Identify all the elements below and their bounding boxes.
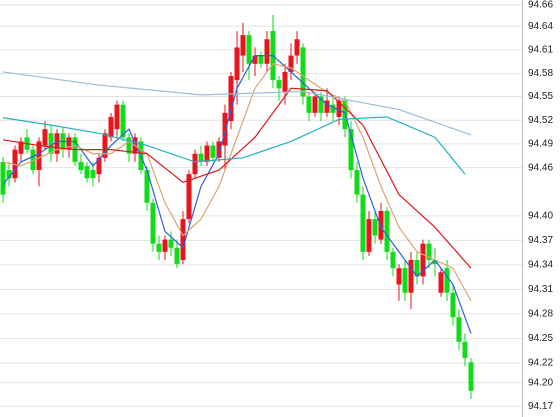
candle-body <box>162 239 168 252</box>
y-tick-label: 94.25 <box>528 333 553 344</box>
candle-body <box>156 243 162 252</box>
candle-body <box>378 210 384 240</box>
candle-body <box>6 170 12 179</box>
candle-body <box>432 260 438 265</box>
candle-body <box>204 145 210 162</box>
candle-body <box>108 116 114 138</box>
candle-body <box>240 35 246 56</box>
candle-body <box>438 272 444 293</box>
y-tick-label: 94.28 <box>528 309 553 320</box>
candle-body <box>420 243 426 277</box>
candle-body <box>402 268 408 293</box>
candle-body <box>36 141 42 171</box>
candle-body <box>198 153 204 162</box>
candle-body <box>66 137 72 150</box>
candle-body <box>90 170 96 179</box>
moving-average-line <box>2 116 466 175</box>
candle-body <box>246 35 252 64</box>
candle-body <box>414 260 420 277</box>
candle-body <box>174 247 180 265</box>
candle-body <box>54 133 60 154</box>
candle-body <box>84 165 90 179</box>
candle-body <box>30 149 36 171</box>
candle-body <box>372 219 378 236</box>
candle-body <box>426 243 432 261</box>
candle-body <box>258 55 264 64</box>
candle-body <box>96 157 102 175</box>
candle-body <box>234 47 240 81</box>
candle-body <box>276 80 282 89</box>
y-tick-label: 94.31 <box>528 284 553 295</box>
candle-body <box>252 55 258 64</box>
candle-body <box>450 292 456 318</box>
y-tick-label: 94.46 <box>528 162 553 173</box>
candle-body <box>168 239 174 248</box>
candle-body <box>102 133 108 158</box>
candle-body <box>444 268 450 293</box>
candle-body <box>114 104 120 130</box>
candle-body <box>360 194 366 252</box>
candle-body <box>216 141 222 158</box>
y-tick-label: 94.22 <box>528 358 553 369</box>
candle-body <box>264 39 270 64</box>
candle-body <box>48 133 54 154</box>
candle-body <box>336 100 342 117</box>
candle-body <box>294 39 300 56</box>
candle-body <box>120 104 126 138</box>
y-tick-label: 94.66 <box>528 0 553 11</box>
candle-body <box>192 153 198 175</box>
candle-body <box>354 170 360 195</box>
candle-body <box>384 210 390 252</box>
y-tick-label: 94.55 <box>528 91 553 102</box>
candle-body <box>228 76 234 122</box>
candle-body <box>210 145 216 158</box>
candle-body <box>318 96 324 113</box>
candle-body <box>390 251 396 269</box>
candle-body <box>282 71 288 93</box>
candle-body <box>306 96 312 113</box>
candle-body <box>348 129 354 171</box>
candle-body <box>0 161 6 195</box>
candle-body <box>222 112 228 146</box>
y-tick-label: 94.64 <box>528 21 553 32</box>
candle-body <box>42 129 48 146</box>
y-tick-label: 94.52 <box>528 115 553 126</box>
y-tick-label: 94.34 <box>528 260 553 271</box>
candle-body <box>180 219 186 261</box>
y-tick-label: 94.40 <box>528 210 553 221</box>
candle-body <box>186 174 192 220</box>
candle-body <box>126 137 132 154</box>
y-tick-label: 94.37 <box>528 235 553 246</box>
candle-body <box>330 104 336 113</box>
moving-average-line <box>2 87 472 269</box>
y-tick-label: 94.58 <box>528 68 553 79</box>
candle-body <box>462 341 468 359</box>
candle-body <box>312 96 318 113</box>
candle-body <box>18 141 24 154</box>
y-tick-label: 94.49 <box>528 139 553 150</box>
candle-body <box>456 317 462 342</box>
candle-body <box>12 149 18 179</box>
y-tick-label: 94.17 <box>528 401 553 412</box>
y-tick-label: 94.20 <box>528 377 553 388</box>
candle-body <box>150 202 156 244</box>
y-tick-label: 94.61 <box>528 45 553 56</box>
candle-body <box>300 47 306 97</box>
moving-average-line <box>2 63 472 302</box>
candle-body <box>366 219 372 252</box>
candle-body <box>144 170 150 203</box>
candle-body <box>78 161 84 171</box>
candle-body <box>408 260 414 293</box>
moving-average-line <box>2 71 472 136</box>
candle-body <box>396 268 402 285</box>
candle-body <box>324 100 330 113</box>
candle-body <box>288 55 294 72</box>
candle-body <box>468 362 474 391</box>
